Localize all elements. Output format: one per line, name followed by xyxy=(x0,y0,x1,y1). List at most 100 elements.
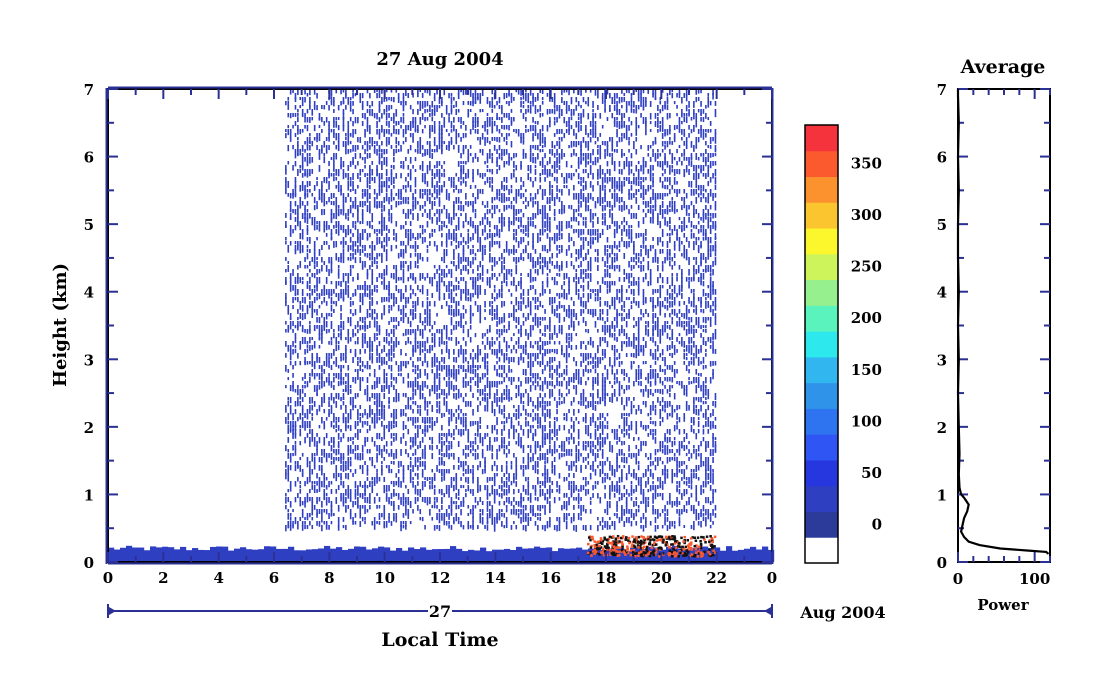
heatmap-cell xyxy=(527,361,530,368)
heatmap-cell xyxy=(301,101,304,107)
heatmap-cell xyxy=(409,473,412,480)
heatmap-cell xyxy=(345,273,347,277)
heatmap-cell xyxy=(318,477,321,484)
heatmap-cell xyxy=(549,357,551,362)
heatmap-cell xyxy=(313,441,316,447)
heatmap-cell xyxy=(285,177,287,183)
heatmap-cell xyxy=(493,209,496,214)
heatmap-cell xyxy=(318,333,321,340)
heatmap-cell xyxy=(349,489,352,494)
heatmap-cell xyxy=(414,473,417,477)
heatmap-cell xyxy=(462,369,465,373)
heatmap-cell xyxy=(405,525,407,530)
heatmap-cell xyxy=(342,173,345,180)
heatmap-cell xyxy=(491,125,494,132)
heatmap-cell xyxy=(354,201,357,208)
heatmap-cell xyxy=(333,109,335,113)
heatmap-cell xyxy=(462,169,465,175)
heatmap-cell xyxy=(424,177,426,182)
heatmap-cell xyxy=(414,117,417,122)
heatmap-cell xyxy=(534,297,537,303)
heatmap-cell xyxy=(304,349,306,355)
heatmap-cell xyxy=(484,181,486,185)
heatmap-cell xyxy=(549,409,551,416)
heatmap-cell xyxy=(503,437,506,443)
heatmap-cell xyxy=(553,101,556,107)
heatmap-cell xyxy=(544,465,546,470)
heatmap-cell xyxy=(409,501,412,508)
heatmap-cell xyxy=(438,161,441,166)
heatmap-cell xyxy=(347,177,350,181)
heatmap-cell xyxy=(448,353,450,360)
heatmap-cell xyxy=(311,417,314,421)
heatmap-cell xyxy=(373,525,376,530)
heatmap-cell xyxy=(515,209,518,216)
heatmap-cell xyxy=(544,289,546,294)
heatmap-cell xyxy=(544,177,546,182)
heatmap-cell xyxy=(501,485,503,492)
heatmap-cell xyxy=(486,493,489,500)
heatmap-cell xyxy=(467,477,470,484)
heatmap-cell xyxy=(412,165,414,169)
heatmap-cell xyxy=(484,357,486,364)
heatmap-cell xyxy=(477,501,479,506)
heatmap-cell xyxy=(498,293,501,298)
heatmap-cell xyxy=(522,429,525,436)
heatmap-cell xyxy=(299,201,302,206)
heatmap-cell xyxy=(395,129,398,135)
heatmap-cell xyxy=(457,505,460,510)
heatmap-cell xyxy=(498,97,501,104)
heatmap-cell xyxy=(438,105,441,109)
heatmap-cell xyxy=(522,473,525,477)
heatmap-cell xyxy=(508,325,510,331)
heatmap-cell xyxy=(445,433,448,440)
heatmap-cell xyxy=(457,133,460,138)
heatmap-cell xyxy=(429,317,431,323)
heatmap-cell xyxy=(412,465,414,472)
heatmap-cell xyxy=(390,345,393,351)
heatmap-cell xyxy=(553,197,556,202)
heatmap-cell xyxy=(412,393,414,400)
heatmap-cell xyxy=(441,489,443,496)
heatmap-cell xyxy=(301,521,304,527)
heatmap-cell xyxy=(520,165,522,170)
heatmap-cell xyxy=(491,129,494,134)
heatmap-cell xyxy=(309,461,311,465)
heatmap-cell xyxy=(318,249,321,256)
heatmap-cell xyxy=(515,441,518,445)
heatmap-cell xyxy=(472,441,474,445)
heatmap-cell xyxy=(467,525,470,530)
heatmap-cell xyxy=(438,337,441,341)
heatmap-cell xyxy=(436,365,438,370)
heatmap-cell xyxy=(525,329,527,336)
heatmap-cell xyxy=(369,129,371,135)
heatmap-cell xyxy=(325,417,328,421)
heatmap-cell xyxy=(756,549,763,562)
heatmap-cell xyxy=(325,329,328,334)
heatmap-cell xyxy=(371,225,374,230)
heatmap-cell xyxy=(496,293,498,300)
heatmap-cell xyxy=(513,233,515,239)
heatmap-cell xyxy=(462,245,465,252)
heatmap-cell xyxy=(285,129,287,133)
heatmap-cell xyxy=(313,289,316,294)
heatmap-cell xyxy=(304,265,306,269)
heatmap-cell xyxy=(395,493,398,497)
heatmap-cell xyxy=(541,269,544,275)
heatmap-cell xyxy=(333,377,335,383)
heatmap-cell xyxy=(297,213,299,219)
heatmap-cell xyxy=(335,401,338,408)
heatmap-cell xyxy=(340,497,342,502)
heatmap-cell xyxy=(383,377,386,384)
heatmap-cell xyxy=(433,173,436,179)
heatmap-cell xyxy=(402,185,405,190)
heatmap-cell xyxy=(546,477,549,483)
heatmap-cell xyxy=(419,409,422,416)
heatmap-cell xyxy=(491,89,494,95)
heatmap-cell xyxy=(448,493,450,498)
heatmap-cell xyxy=(501,217,503,224)
heatmap-cell xyxy=(508,249,510,256)
heatmap-cell xyxy=(297,113,299,117)
heatmap-cell xyxy=(285,385,287,389)
heatmap-cell xyxy=(347,277,350,284)
